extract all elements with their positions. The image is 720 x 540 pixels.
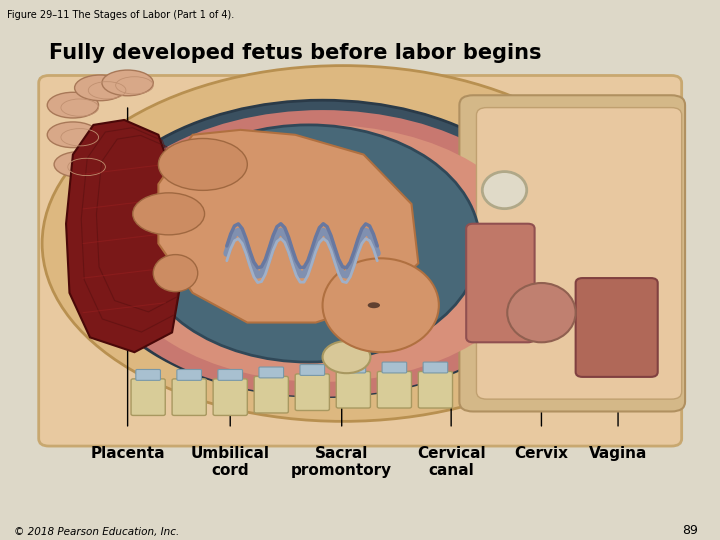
Polygon shape xyxy=(66,120,182,352)
Ellipse shape xyxy=(153,254,198,292)
FancyBboxPatch shape xyxy=(136,369,161,380)
FancyBboxPatch shape xyxy=(218,369,243,380)
Text: Cervical
canal: Cervical canal xyxy=(417,446,485,478)
Text: Sacral
promontory: Sacral promontory xyxy=(291,446,392,478)
Text: Figure 29–11 The Stages of Labor (Part 1 of 4).: Figure 29–11 The Stages of Labor (Part 1… xyxy=(7,10,235,20)
Text: Pubic
symphysis: Pubic symphysis xyxy=(468,135,557,167)
Ellipse shape xyxy=(482,172,527,208)
FancyBboxPatch shape xyxy=(459,95,685,411)
FancyBboxPatch shape xyxy=(341,362,366,373)
FancyBboxPatch shape xyxy=(423,362,448,373)
Ellipse shape xyxy=(54,152,105,177)
FancyBboxPatch shape xyxy=(172,379,207,415)
Ellipse shape xyxy=(84,100,562,397)
FancyBboxPatch shape xyxy=(418,372,453,408)
Ellipse shape xyxy=(90,110,555,397)
Ellipse shape xyxy=(75,75,126,100)
Ellipse shape xyxy=(138,125,480,362)
FancyBboxPatch shape xyxy=(382,362,407,373)
Text: Umbilical
cord: Umbilical cord xyxy=(191,446,270,478)
Ellipse shape xyxy=(48,92,99,118)
FancyBboxPatch shape xyxy=(477,107,682,399)
Ellipse shape xyxy=(42,65,644,421)
Polygon shape xyxy=(158,130,418,322)
FancyBboxPatch shape xyxy=(377,372,412,408)
Text: Cervix: Cervix xyxy=(515,446,569,461)
FancyBboxPatch shape xyxy=(177,369,202,380)
FancyBboxPatch shape xyxy=(336,372,371,408)
Ellipse shape xyxy=(507,283,576,342)
Ellipse shape xyxy=(158,138,248,191)
FancyBboxPatch shape xyxy=(300,364,325,375)
FancyBboxPatch shape xyxy=(295,374,329,410)
Ellipse shape xyxy=(102,70,153,96)
Ellipse shape xyxy=(48,122,99,147)
Text: Fully developed fetus before labor begins: Fully developed fetus before labor begin… xyxy=(49,43,541,63)
FancyBboxPatch shape xyxy=(259,367,284,378)
FancyBboxPatch shape xyxy=(39,76,682,446)
Text: Placenta: Placenta xyxy=(90,446,165,461)
Ellipse shape xyxy=(368,302,380,308)
FancyBboxPatch shape xyxy=(467,224,534,342)
FancyBboxPatch shape xyxy=(131,379,165,415)
Ellipse shape xyxy=(323,341,371,373)
Text: 89: 89 xyxy=(683,524,698,537)
FancyBboxPatch shape xyxy=(254,376,288,413)
FancyBboxPatch shape xyxy=(213,379,248,415)
Text: Vagina: Vagina xyxy=(589,446,647,461)
Text: © 2018 Pearson Education, Inc.: © 2018 Pearson Education, Inc. xyxy=(14,527,180,537)
Ellipse shape xyxy=(111,125,534,382)
Ellipse shape xyxy=(323,258,439,352)
FancyBboxPatch shape xyxy=(576,278,658,377)
Ellipse shape xyxy=(132,193,204,235)
